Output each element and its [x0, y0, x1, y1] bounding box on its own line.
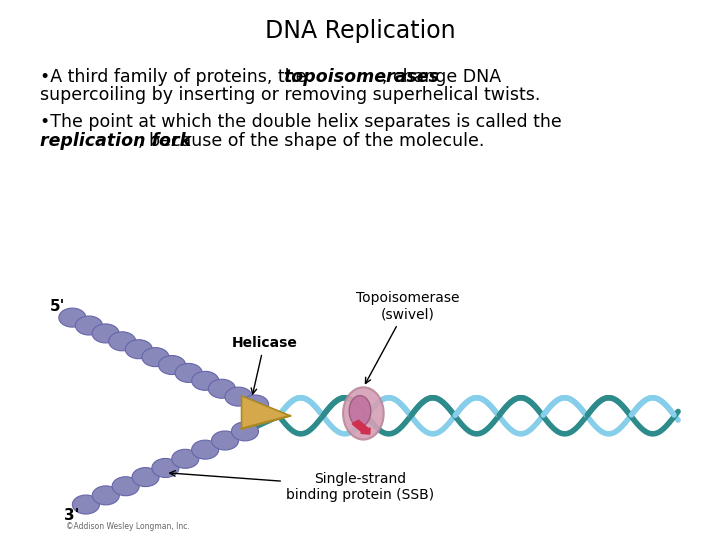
Circle shape: [125, 340, 153, 359]
Text: Topoisomerase
(swivel): Topoisomerase (swivel): [356, 291, 459, 383]
Circle shape: [192, 372, 219, 390]
Text: •The point at which the double helix separates is called the: •The point at which the double helix sep…: [40, 113, 562, 131]
Text: Helicase: Helicase: [231, 336, 297, 394]
Circle shape: [112, 477, 139, 496]
Text: Single-strand
binding protein (SSB): Single-strand binding protein (SSB): [170, 471, 434, 502]
Circle shape: [212, 431, 238, 450]
Text: 3': 3': [64, 509, 79, 523]
Circle shape: [175, 363, 202, 382]
Text: •A third family of proteins, the: •A third family of proteins, the: [40, 68, 312, 85]
Circle shape: [59, 308, 86, 327]
Circle shape: [132, 468, 159, 487]
Circle shape: [109, 332, 136, 351]
Circle shape: [192, 440, 219, 459]
Circle shape: [231, 422, 258, 441]
Ellipse shape: [343, 387, 384, 440]
Text: topoisomerases: topoisomerases: [284, 68, 439, 85]
Circle shape: [72, 495, 99, 514]
Text: ©Addison Wesley Longman, Inc.: ©Addison Wesley Longman, Inc.: [66, 522, 189, 531]
Circle shape: [208, 379, 235, 398]
Text: DNA Replication: DNA Replication: [265, 19, 455, 43]
Circle shape: [92, 486, 120, 505]
Circle shape: [92, 324, 119, 343]
Text: , change DNA: , change DNA: [382, 68, 500, 85]
Circle shape: [225, 387, 252, 406]
Text: supercoiling by inserting or removing superhelical twists.: supercoiling by inserting or removing su…: [40, 86, 540, 104]
Circle shape: [158, 355, 186, 375]
Circle shape: [152, 458, 179, 477]
Circle shape: [241, 395, 269, 414]
Text: , because of the shape of the molecule.: , because of the shape of the molecule.: [138, 132, 485, 150]
Circle shape: [76, 316, 102, 335]
Polygon shape: [241, 396, 290, 429]
Circle shape: [142, 348, 169, 367]
Text: replication fork: replication fork: [40, 132, 191, 150]
Ellipse shape: [349, 396, 371, 427]
Circle shape: [172, 449, 199, 468]
FancyArrow shape: [352, 420, 370, 434]
Text: 5': 5': [50, 299, 66, 314]
